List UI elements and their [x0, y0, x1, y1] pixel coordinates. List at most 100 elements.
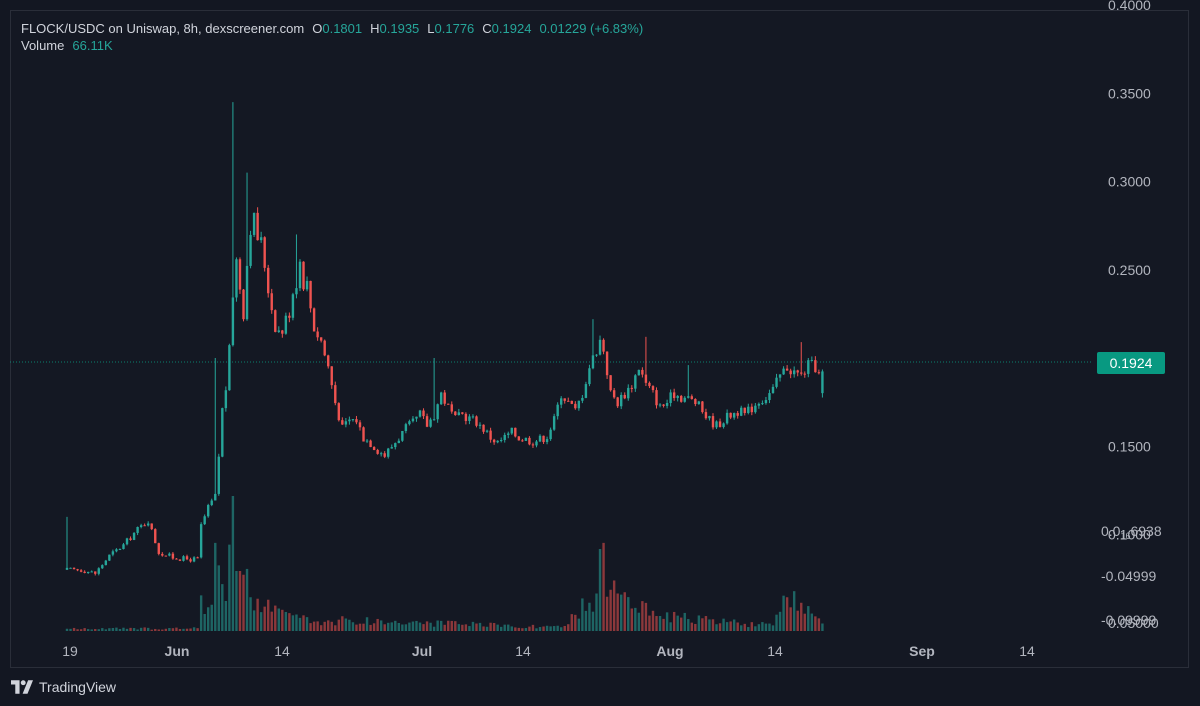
- volume-bar: [517, 627, 521, 631]
- candle-body: [242, 289, 245, 320]
- candle-body: [732, 413, 736, 418]
- candle-body: [584, 384, 588, 398]
- candle-body: [231, 297, 235, 346]
- volume-bar: [83, 628, 86, 631]
- volume-bar: [524, 628, 528, 631]
- volume-bar: [185, 628, 189, 631]
- candle-body: [387, 448, 390, 457]
- volume-bar: [235, 570, 238, 631]
- candle-body: [111, 551, 115, 555]
- volume-bar: [697, 615, 701, 631]
- volume-bar: [736, 622, 739, 631]
- volume-bar: [740, 625, 743, 631]
- time-tick-label: 19: [62, 643, 78, 659]
- volume-bar: [199, 595, 203, 631]
- candle-body: [644, 374, 648, 383]
- candle-body: [383, 453, 386, 457]
- ohlc-row: FLOCK/USDC on Uniswap, 8h, dexscreener.c…: [21, 20, 643, 37]
- candle-body: [771, 386, 775, 394]
- candle-body: [535, 441, 538, 446]
- candle-body: [680, 395, 683, 402]
- volume-tick-label: -0.09999: [1101, 612, 1156, 628]
- volume-bar: [288, 613, 291, 631]
- volume-bar: [242, 574, 245, 631]
- volume-bar: [683, 612, 686, 631]
- volume-bars: [65, 496, 824, 631]
- candle-body: [655, 390, 658, 406]
- open-value: 0.1801: [322, 21, 363, 36]
- high-value: 0.1935: [379, 21, 420, 36]
- candle-body: [602, 339, 605, 352]
- candle-body: [94, 571, 97, 574]
- candle-body: [729, 412, 732, 418]
- candle-body: [217, 456, 220, 494]
- candle-body: [478, 424, 482, 426]
- volume-bar: [800, 602, 803, 631]
- candle-body: [86, 571, 90, 573]
- candle-body: [245, 265, 249, 320]
- volume-bar: [443, 624, 446, 631]
- volume-bar: [616, 593, 619, 631]
- volume-bar: [563, 625, 566, 631]
- volume-bar: [641, 601, 644, 631]
- candle-body: [743, 407, 746, 414]
- volume-bar: [281, 609, 284, 631]
- volume-bar: [814, 616, 817, 631]
- volume-bar: [655, 616, 658, 631]
- volume-bar: [122, 627, 125, 631]
- close-label: C: [482, 21, 492, 36]
- volume-bar: [323, 621, 326, 631]
- volume-bar: [485, 626, 489, 631]
- candle-body: [104, 560, 108, 566]
- candle-body: [450, 404, 453, 412]
- volume-bar: [468, 626, 471, 631]
- candle-body: [800, 372, 803, 374]
- volume-bar: [330, 621, 333, 631]
- candle-body: [125, 538, 129, 545]
- volume-bar: [489, 622, 492, 631]
- volume-bar: [591, 611, 595, 631]
- candle-body: [238, 259, 242, 290]
- volume-bar: [436, 620, 439, 631]
- tradingview-branding[interactable]: TradingView: [11, 679, 116, 695]
- candle-body: [263, 237, 266, 268]
- candle-body: [143, 525, 146, 527]
- candle-body: [507, 433, 510, 435]
- volume-bar: [796, 610, 799, 631]
- volume-bar: [577, 618, 581, 631]
- volume-bar: [761, 622, 764, 631]
- volume-bar: [725, 622, 729, 631]
- candle-body: [694, 398, 697, 405]
- volume-bar: [662, 618, 665, 631]
- volume-bar: [422, 624, 425, 631]
- candle-body: [538, 435, 542, 442]
- volume-bar: [743, 623, 746, 631]
- volume-bar: [231, 496, 235, 631]
- volume-bar: [302, 615, 305, 631]
- volume-bar: [379, 620, 383, 631]
- volume-bar: [552, 626, 556, 631]
- candle-body: [154, 529, 157, 544]
- candle-body: [785, 368, 789, 371]
- volume-bar: [192, 627, 196, 631]
- candle-body: [274, 310, 277, 332]
- candle-body: [718, 421, 722, 427]
- candle-body: [281, 330, 284, 334]
- volume-bar: [111, 627, 115, 631]
- volume-bar: [732, 619, 736, 631]
- candle-body: [164, 555, 168, 557]
- candle-body: [701, 401, 704, 413]
- candle-body: [662, 404, 665, 406]
- volume-bar: [259, 612, 263, 631]
- candle-body: [284, 315, 288, 334]
- candle-body: [560, 398, 563, 405]
- candle-body: [510, 427, 513, 434]
- volume-bar: [764, 623, 768, 631]
- volume-bar: [337, 619, 341, 631]
- price-tick-label: 0.3000: [1108, 174, 1151, 190]
- candle-body: [108, 554, 111, 561]
- price-tick-label: 0.1000: [1108, 527, 1151, 543]
- volume-bar: [464, 624, 468, 631]
- volume-bar: [238, 571, 242, 631]
